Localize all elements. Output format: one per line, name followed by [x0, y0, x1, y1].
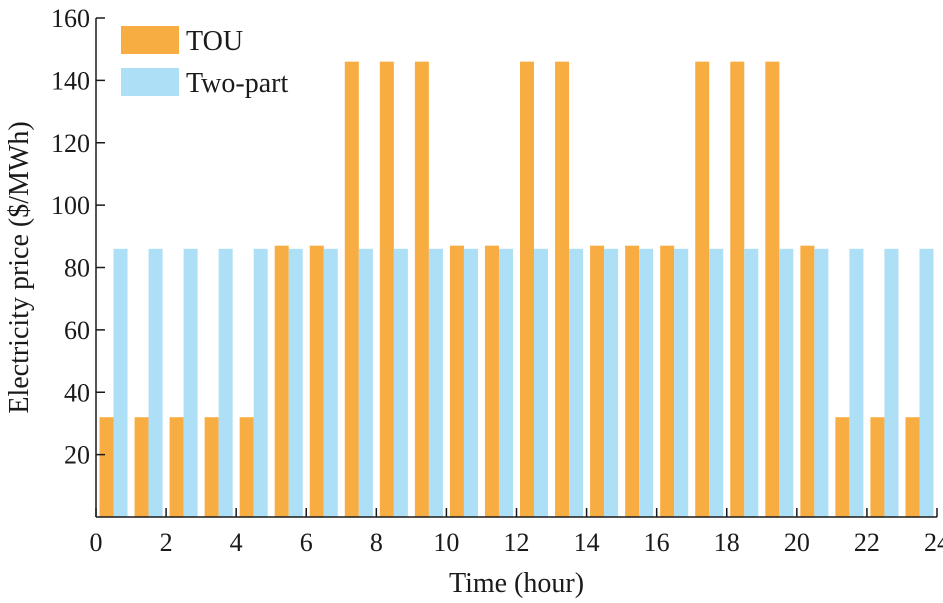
bar-tou-7	[309, 245, 324, 518]
bar-two-part-24	[919, 248, 934, 518]
bar-two-part-4	[218, 248, 233, 518]
x-tick-label: 4	[230, 528, 243, 557]
bar-two-part-11	[463, 248, 478, 518]
y-tick-label: 80	[64, 254, 90, 283]
bar-tou-2	[134, 417, 149, 517]
x-tick-label: 12	[504, 528, 530, 557]
y-tick-label: 20	[64, 441, 90, 470]
bar-two-part-18	[709, 248, 724, 518]
bar-tou-1	[99, 417, 114, 517]
bar-tou-22	[835, 417, 850, 517]
bar-tou-9	[379, 61, 394, 517]
legend-label-tou: TOU	[186, 26, 243, 57]
legend-swatch-tou	[121, 26, 179, 54]
bar-two-part-3	[183, 248, 198, 518]
bar-two-part-9	[393, 248, 408, 518]
x-tick-label: 14	[574, 528, 600, 557]
bar-tou-15	[590, 245, 605, 518]
bar-two-part-21	[814, 248, 829, 518]
bar-tou-11	[449, 245, 464, 518]
y-axis-title: Electricity price ($/MWh)	[4, 121, 35, 413]
bar-tou-5	[239, 417, 254, 517]
bar-tou-13	[520, 61, 535, 517]
x-tick-label: 0	[90, 528, 103, 557]
bar-tou-23	[870, 417, 885, 517]
x-tick-label: 10	[433, 528, 459, 557]
bar-two-part-17	[674, 248, 689, 518]
y-tick-label: 120	[51, 129, 90, 158]
x-tick-label: 20	[784, 528, 810, 557]
bar-tou-12	[484, 245, 499, 518]
bar-tou-18	[695, 61, 710, 517]
x-tick-label: 2	[160, 528, 173, 557]
bar-two-part-10	[428, 248, 443, 518]
bar-two-part-7	[323, 248, 338, 518]
bar-two-part-1	[113, 248, 128, 518]
bar-two-part-14	[569, 248, 584, 518]
y-tick-label: 140	[51, 66, 90, 95]
x-tick-label: 8	[370, 528, 383, 557]
bars-group	[99, 61, 934, 518]
y-ticks-group: 20 40 60 80 100 120 140 160	[51, 4, 105, 470]
x-tick-label: 18	[714, 528, 740, 557]
bar-two-part-23	[884, 248, 899, 518]
bar-two-part-15	[604, 248, 619, 518]
y-tick-label: 60	[64, 316, 90, 345]
bar-tou-14	[555, 61, 570, 517]
bar-two-part-12	[498, 248, 513, 518]
y-tick-label: 100	[51, 191, 90, 220]
x-tick-label: 24	[924, 528, 943, 557]
bar-two-part-8	[358, 248, 373, 518]
legend-swatch-two-part	[121, 68, 179, 96]
bar-tou-24	[905, 417, 920, 517]
bar-tou-21	[800, 245, 815, 518]
bar-tou-4	[204, 417, 219, 517]
legend-label-two-part: Two-part	[186, 68, 288, 99]
bar-two-part-19	[744, 248, 759, 518]
bar-two-part-16	[639, 248, 654, 518]
bar-two-part-2	[148, 248, 163, 518]
x-tick-label: 6	[300, 528, 313, 557]
y-tick-label: 40	[64, 378, 90, 407]
x-tick-label: 22	[854, 528, 880, 557]
bar-two-part-22	[849, 248, 864, 518]
bar-two-part-5	[253, 248, 268, 518]
bar-two-part-13	[534, 248, 549, 518]
legend: TOU Two-part	[121, 26, 288, 99]
bar-tou-6	[274, 245, 289, 518]
bar-tou-16	[625, 245, 640, 518]
bar-tou-19	[730, 61, 745, 517]
bar-tou-17	[660, 245, 675, 518]
x-axis-title: Time (hour)	[449, 568, 584, 599]
bar-tou-10	[414, 61, 429, 517]
bar-tou-8	[344, 61, 359, 517]
y-tick-label: 160	[51, 4, 90, 33]
bar-two-part-6	[288, 248, 303, 518]
x-ticks-group: 024681012141618202224	[90, 508, 943, 557]
x-tick-label: 16	[644, 528, 670, 557]
bar-two-part-20	[779, 248, 794, 518]
bar-tou-20	[765, 61, 780, 517]
bar-tou-3	[169, 417, 184, 517]
